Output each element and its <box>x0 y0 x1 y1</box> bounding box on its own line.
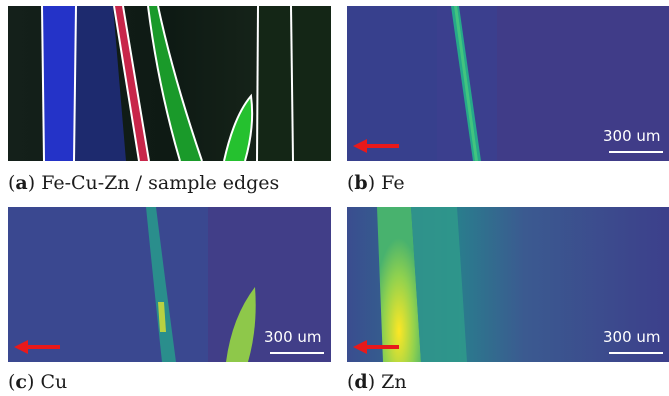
fe-map-image: 300 um <box>347 6 669 161</box>
zn-side-band <box>411 207 467 362</box>
red-stripe <box>114 6 149 161</box>
caption-a: (a) Fe-Cu-Zn / sample edges <box>8 172 280 194</box>
caption-letter: b <box>354 172 368 194</box>
zn-map-image: 300 um <box>347 207 669 362</box>
caption-letter: a <box>15 172 28 194</box>
zn-map: 300 um <box>347 207 669 362</box>
scale-bar-label: 300 um <box>603 328 661 346</box>
caption-d: (d) Zn <box>347 371 407 393</box>
left-arrow-icon <box>353 340 399 354</box>
sample-edges <box>41 6 294 161</box>
caption-text: Cu <box>34 371 68 393</box>
scale-bar-label: 300 um <box>603 127 661 145</box>
fe-map: 300 um <box>347 6 669 161</box>
composite-map <box>8 6 331 161</box>
scale-bar-label: 300 um <box>264 328 322 346</box>
caption-text: Zn <box>375 371 407 393</box>
right-region <box>258 6 331 161</box>
caption-text: Fe <box>375 172 405 194</box>
blue-band <box>42 6 76 161</box>
caption-c: (c) Cu <box>8 371 68 393</box>
caption-letter: d <box>354 371 368 393</box>
cu-streak <box>146 207 176 362</box>
zn-band <box>377 207 421 362</box>
left-arrow-icon <box>353 139 399 153</box>
cu-map-image: 300 um <box>8 207 331 362</box>
caption-text: Fe-Cu-Zn / sample edges <box>35 172 280 194</box>
caption-b: (b) Fe <box>347 172 405 194</box>
dark-blue-band <box>74 6 126 161</box>
left-arrow-icon <box>14 340 60 354</box>
caption-letter: c <box>15 371 27 393</box>
green-leaf <box>224 96 253 161</box>
cu-map: 300 um <box>8 207 331 362</box>
fe-cu-zn-composite-image <box>8 6 331 161</box>
cu-leaf <box>226 287 256 362</box>
